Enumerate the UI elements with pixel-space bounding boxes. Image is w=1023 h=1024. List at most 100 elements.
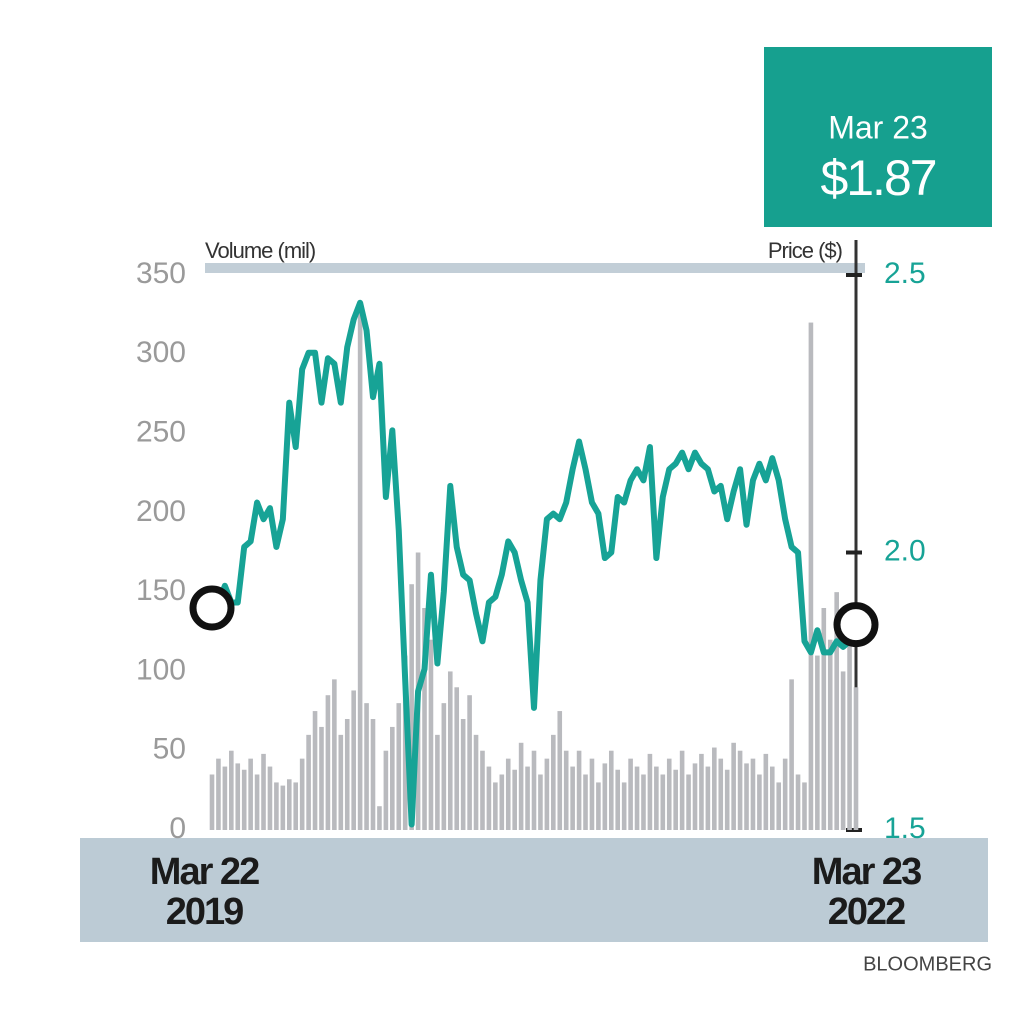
volume-bar	[480, 750, 485, 830]
volume-bar	[731, 742, 736, 830]
volume-bar	[847, 608, 852, 830]
volume-bar	[551, 734, 556, 830]
endpoint-marker	[189, 585, 235, 631]
x-tick-label: Mar 23 2022	[811, 851, 922, 933]
volume-bar	[699, 753, 704, 830]
volume-bar	[531, 750, 537, 830]
volume-bar	[338, 734, 344, 830]
volume-bar	[261, 753, 266, 830]
volume-bar	[267, 766, 273, 830]
volume-bar	[602, 763, 608, 830]
volume-bar	[493, 782, 498, 830]
volume-bar	[460, 719, 466, 830]
x-tick-label: Mar 22 2019	[149, 851, 260, 933]
volume-bar	[280, 785, 286, 830]
volume-bar	[789, 679, 794, 830]
callout-price: $1.87	[820, 150, 935, 206]
volume-bar	[357, 306, 363, 830]
volume-bar	[712, 747, 717, 830]
volume-bar	[821, 608, 827, 830]
volume-bar	[409, 584, 414, 830]
volume-bar	[390, 726, 395, 830]
y2-tick-label: 2.5	[884, 257, 926, 290]
volume-bar	[782, 758, 788, 830]
volume-bar	[235, 763, 241, 830]
volume-bar	[209, 774, 215, 830]
volume-bar	[383, 750, 389, 830]
y-tick-label: 0	[169, 812, 186, 845]
volume-bar	[299, 758, 305, 830]
y-tick-label: 200	[136, 495, 186, 528]
volume-bar	[518, 742, 524, 830]
callout-box	[764, 47, 992, 227]
volume-bar	[815, 655, 820, 830]
volume-bar	[834, 592, 839, 830]
volume-bar	[428, 639, 434, 830]
volume-bar	[570, 766, 575, 830]
volume-bar	[441, 703, 447, 830]
volume-bar	[763, 753, 769, 830]
volume-bar	[737, 750, 743, 830]
volume-bar	[615, 769, 621, 830]
volume-bar	[621, 782, 627, 830]
volume-bar	[654, 766, 659, 830]
volume-bar	[505, 758, 511, 830]
top-band	[205, 263, 865, 273]
volume-bar	[216, 758, 221, 830]
volume-bar	[525, 766, 530, 830]
volume-bar	[229, 750, 234, 830]
volume-bar	[499, 774, 505, 830]
volume-bar	[364, 703, 369, 830]
volume-bar	[802, 782, 807, 830]
volume-bar	[589, 758, 595, 830]
volume-bar	[634, 766, 640, 830]
y2-tick-label: 2.0	[884, 534, 926, 567]
callout-date: Mar 23	[828, 109, 928, 145]
volume-bar	[454, 687, 460, 830]
volume-bar	[757, 774, 762, 830]
volume-bar	[647, 753, 653, 830]
volume-bar	[769, 766, 775, 830]
volume-bar	[705, 766, 711, 830]
volume-bar	[538, 774, 543, 830]
volume-bar	[744, 763, 749, 830]
volume-bar	[808, 322, 814, 830]
volume-bar	[692, 763, 698, 830]
volume-bar	[344, 719, 350, 830]
volume-bar	[608, 750, 614, 830]
volume-bar	[512, 769, 517, 830]
volume-bar	[286, 779, 292, 830]
y-tick-label: 150	[136, 574, 186, 607]
volume-bar	[467, 695, 472, 830]
volume-bar	[435, 734, 440, 830]
volume-bar	[596, 782, 601, 830]
volume-bar	[827, 639, 833, 830]
volume-bar	[248, 758, 253, 830]
volume-bar	[377, 806, 382, 830]
y-tick-label: 250	[136, 415, 186, 448]
volume-bar	[750, 758, 756, 830]
volume-bar	[473, 734, 479, 830]
volume-bar	[351, 690, 356, 830]
volume-bar	[254, 774, 260, 830]
y-tick-label: 300	[136, 336, 186, 369]
volume-bar	[776, 782, 782, 830]
y2-axis-title: Price ($)	[768, 238, 842, 263]
volume-bar	[666, 758, 672, 830]
volume-bar	[679, 750, 685, 830]
volume-bar	[306, 734, 311, 830]
source: BLOOMBERG	[863, 953, 992, 975]
y2-tick-label: 1.5	[884, 812, 926, 845]
y-tick-label: 50	[153, 733, 186, 766]
volume-bar	[718, 758, 724, 830]
volume-bar	[274, 782, 279, 830]
y-axis-title: Volume (mil)	[205, 238, 315, 263]
y-tick-label: 100	[136, 653, 186, 686]
endpoint-marker	[833, 602, 879, 648]
volume-bar	[853, 687, 859, 830]
volume-bar	[486, 766, 492, 830]
volume-bar	[660, 774, 666, 830]
volume-bar	[544, 758, 550, 830]
